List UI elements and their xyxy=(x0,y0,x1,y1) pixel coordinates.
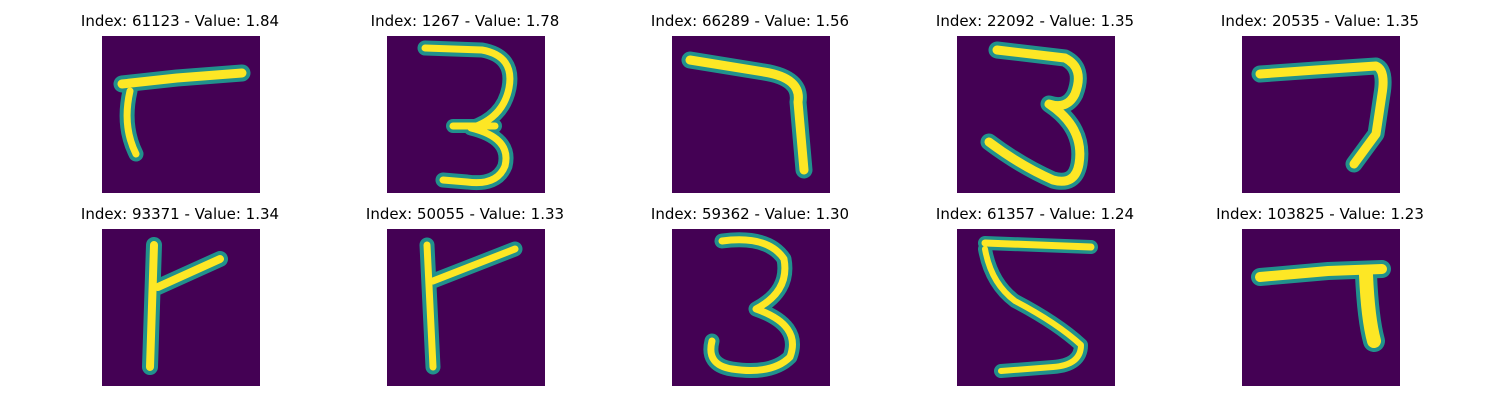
panel-3: Index: 66289 - Value: 1.56 xyxy=(615,11,885,201)
panel-title: Index: 103825 - Value: 1.23 xyxy=(1216,205,1424,223)
digit-three-image xyxy=(957,36,1115,193)
digit-image xyxy=(102,229,260,386)
panel-10: Index: 103825 - Value: 1.23 xyxy=(1185,204,1455,394)
panel-9: Index: 61357 - Value: 1.24 xyxy=(900,204,1170,394)
digit-five-image xyxy=(957,229,1115,386)
panel-title: Index: 61123 - Value: 1.84 xyxy=(80,12,280,30)
digit-seven-image xyxy=(672,36,830,193)
panel-title: Index: 1267 - Value: 1.78 xyxy=(370,12,560,30)
panel-title: Index: 59362 - Value: 1.30 xyxy=(650,205,850,223)
digit-three-image xyxy=(672,229,830,386)
panel-title: Index: 93371 - Value: 1.34 xyxy=(80,205,280,223)
digit-image xyxy=(672,36,830,193)
digit-seven-variant-image xyxy=(102,229,260,386)
digit-seven-image xyxy=(1242,229,1400,386)
digit-image xyxy=(1242,36,1400,193)
panel-8: Index: 59362 - Value: 1.30 xyxy=(615,204,885,394)
digit-image xyxy=(1242,229,1400,386)
panel-title: Index: 20535 - Value: 1.35 xyxy=(1220,12,1420,30)
panel-4: Index: 22092 - Value: 1.35 xyxy=(900,11,1170,201)
digit-seven-variant-image xyxy=(387,229,545,386)
digit-seven-image xyxy=(1242,36,1400,193)
panel-7: Index: 50055 - Value: 1.33 xyxy=(330,204,600,394)
panel-title: Index: 22092 - Value: 1.35 xyxy=(935,12,1135,30)
panel-6: Index: 93371 - Value: 1.34 xyxy=(45,204,315,394)
panel-5: Index: 20535 - Value: 1.35 xyxy=(1185,11,1455,201)
digit-image xyxy=(102,36,260,193)
digit-image xyxy=(387,229,545,386)
digit-seven-variant-image xyxy=(102,36,260,193)
digit-image xyxy=(957,229,1115,386)
digit-image xyxy=(672,229,830,386)
digit-three-image xyxy=(387,36,545,193)
panel-title: Index: 61357 - Value: 1.24 xyxy=(935,205,1135,223)
panel-title: Index: 50055 - Value: 1.33 xyxy=(365,205,565,223)
digit-image xyxy=(387,36,545,193)
digit-image xyxy=(957,36,1115,193)
panel-2: Index: 1267 - Value: 1.78 xyxy=(330,11,600,201)
panel-1: Index: 61123 - Value: 1.84 xyxy=(45,11,315,201)
panel-title: Index: 66289 - Value: 1.56 xyxy=(650,12,850,30)
